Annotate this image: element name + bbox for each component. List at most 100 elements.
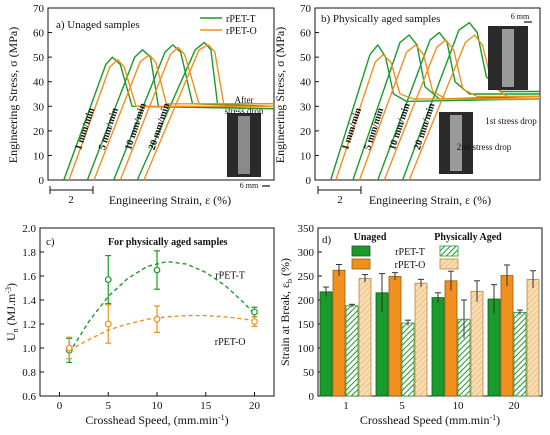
x-tick-label: 0 [57,400,63,412]
bar-Unaged-rPET-O [332,269,346,397]
bar-PhysicallyAged-rPET-O [358,277,372,397]
speed-label: 5 mm/min [97,106,121,151]
y-tick-label: 70 [300,3,312,15]
y-tick-label: 40 [33,77,45,89]
curve-rPET-O-5mmmin [358,44,540,181]
panel-a-xlabel: Engineering Strain, ε (%) [109,193,231,207]
panel-b-inset-specimen-1 [502,29,514,87]
y-tick-label: 1.0 [22,343,36,355]
legend-swatch-aged [439,258,459,270]
x-tick-label: 10 [152,400,164,412]
panel-a: 0 10 20 30 40 50 60 70 Engineering Stress, σ (M… [6,3,275,207]
series-label: rPET-T [215,270,245,281]
panel-b-inset-label-2: 2nd stress drop [457,142,512,152]
panel-d-legend: Unaged Physically Aged rPET-T rPET-O [351,232,502,271]
x-tick-label: 1 [343,400,349,412]
curve-rPET-O-1mmmin [68,58,274,181]
panel-c-axes: 0 5 10 15 20 0.6 0.8 1.0 1.2 1.4 1.6 1.8 2.0 [22,223,260,412]
y-tick-label: 60 [33,28,45,40]
speed-label: 20 mm/min [147,101,173,151]
data-point [251,318,258,326]
y-tick-label: 60 [300,28,312,40]
y-tick-label: 40 [300,77,312,89]
curve-rPET-O-5mmmin [93,54,274,181]
panel-a-y-axis: 0 10 20 30 40 50 60 70 [33,3,52,187]
panel-c-title: For physically aged samples [108,237,228,248]
panel-c-ylabel: Un (MJ.m-3) [4,283,20,341]
x-tick-label: 5 [106,400,112,412]
panel-a-curves [63,41,275,181]
panel-d-panel-label: d) [322,234,332,246]
legend-header: Unaged [354,232,387,243]
y-tick-label: 30 [300,101,312,113]
speed-label: 20 mm/min [412,101,438,151]
panel-d-plot [319,263,540,397]
curve-rPET-O-1mmmin [335,54,540,181]
y-tick-label: 2.0 [22,223,36,235]
bar-PhysicallyAged-rPET-O [414,282,428,397]
curve-rPET-O-20mmmin [408,34,540,181]
bar-Unaged-rPET-T [319,291,333,397]
panel-d: 0 50 100 150 200 250 300 350 1 5 10 20 Strain at Br… [278,223,543,427]
legend-swatch-unaged [351,245,371,257]
y-tick-label: 250 [298,271,315,283]
panel-b-inset-scale: 6 mm [511,12,530,21]
panel-a-strain-scalebar: 2 [49,186,94,206]
y-tick-label: 1.6 [22,271,36,283]
bar-PhysicallyAged-rPET-T [345,305,359,397]
fit-curve-rPET-T [68,260,256,354]
panel-b-strain-scalebar: 2 [317,186,362,206]
panel-a-inset-label: After stress drop [225,95,264,116]
panel-b-curves [330,22,541,181]
bar-Unaged-rPET-T [431,297,445,397]
speed-label: 10 mm/min [387,101,413,151]
panel-a-scale-text: 6 mm [240,181,259,190]
y-tick-label: 0.8 [22,367,36,379]
panel-b: 0 10 20 30 40 50 60 70 Engineering Stress, σ (M… [273,3,541,207]
legend-label: rPET-O [226,26,257,37]
curve-rPET-O-10mmmin [383,39,540,181]
bar-PhysicallyAged-rPET-T [401,322,415,397]
speed-label: 1 mm/min [73,106,97,151]
y-tick-label: 10 [33,150,45,162]
y-tick-label: 0 [39,175,45,187]
panel-c-xlabel: Crosshead Speed, (mm.min-1) [85,413,228,427]
legend-label: rPET-T [226,14,256,25]
y-tick-label: 150 [298,319,315,331]
panel-c: 0 5 10 15 20 0.6 0.8 1.0 1.2 1.4 1.6 1.8 2.0 Un (MJ.… [4,223,275,427]
y-tick-label: 70 [33,3,45,15]
y-tick-label: 300 [298,247,315,259]
panel-a-frame [47,7,275,181]
bar-PhysicallyAged-rPET-O [470,290,484,397]
y-tick-label: 350 [298,223,315,235]
panel-a-inset-specimen [238,116,250,174]
bar-PhysicallyAged-rPET-T [513,312,527,397]
panel-a-scalebar-label: 2 [68,194,74,206]
panel-b-scalebar-label: 2 [337,194,343,206]
legend-swatch-aged [439,245,459,257]
data-point [104,320,112,328]
y-tick-label: 10 [300,150,312,162]
legend-label: rPET-O [395,260,426,271]
y-tick-label: 0.6 [22,391,36,403]
curve-rPET-O-10mmmin [119,46,274,181]
panel-b-title: b) Physically aged samples [321,13,440,25]
series-label: rPET-O [215,337,246,348]
fit-curve-rPET-O [68,314,255,352]
x-tick-label: 5 [399,400,405,412]
y-tick-label: 30 [33,101,45,113]
data-point [153,315,161,323]
bar-PhysicallyAged-rPET-O [526,278,540,397]
data-point [65,344,73,352]
y-tick-label: 20 [33,126,45,138]
panel-b-y-axis: 0 10 20 30 40 50 60 70 [300,3,319,187]
y-tick-label: 200 [298,295,315,307]
x-tick-label: 20 [509,400,521,412]
data-point [104,276,112,284]
y-tick-label: 1.2 [22,319,36,331]
panel-b-inset-label-1: 1st stress drop [485,116,537,126]
y-tick-label: 1.8 [22,247,36,259]
